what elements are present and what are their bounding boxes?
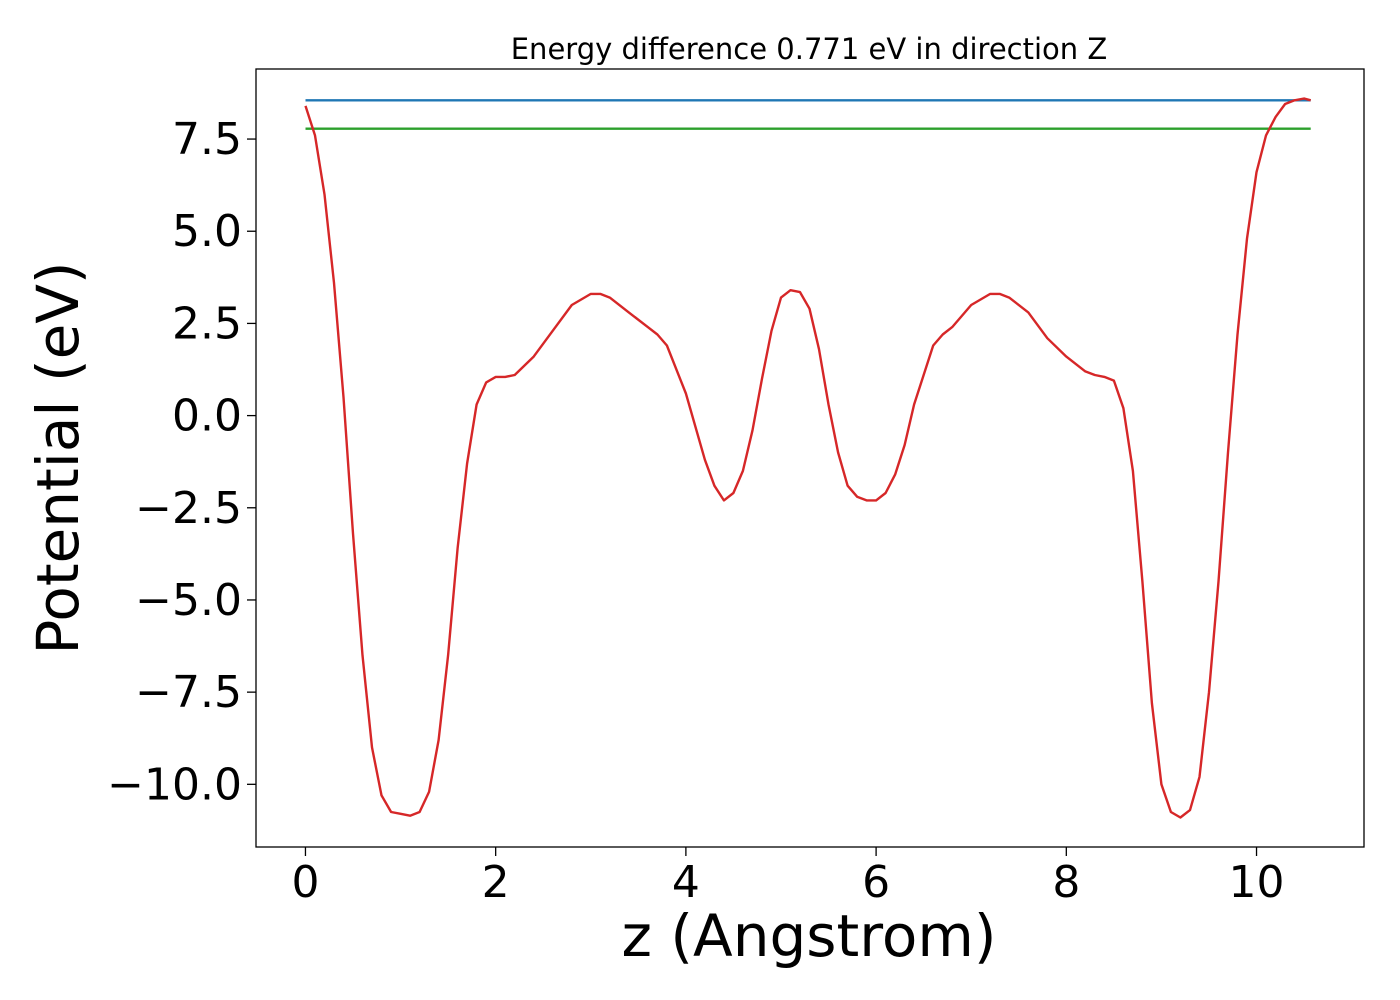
y-tick-label: −5.0 (135, 575, 242, 626)
y-tick-label: −7.5 (135, 667, 242, 718)
plot-area-frame (255, 68, 1365, 848)
y-tick-label: 7.5 (172, 114, 242, 165)
x-axis: 0 2 4 6 8 10 (291, 847, 1285, 908)
x-tick-label: 0 (291, 857, 319, 908)
x-tick-label: 8 (1052, 857, 1080, 908)
chart-title: Energy difference 0.771 eV in direction … (511, 32, 1108, 66)
y-tick-label: 2.5 (172, 298, 242, 349)
series-layer (304, 97, 1312, 819)
y-tick-label: −10.0 (107, 759, 242, 810)
x-axis-label: z (Angstrom) (622, 902, 997, 970)
x-tick-label: 2 (482, 857, 510, 908)
y-tick-label: −2.5 (135, 483, 242, 534)
y-axis-label: Potential (eV) (24, 261, 92, 654)
x-tick-label: 6 (862, 857, 890, 908)
y-tick-label: 0.0 (172, 391, 242, 442)
x-tick-label: 10 (1229, 857, 1285, 908)
x-tick-label: 4 (672, 857, 700, 908)
y-tick-label: 5.0 (172, 206, 242, 257)
y-axis: 7.5 5.0 2.5 0.0 −2.5 −5.0 −7.5 −10.0 (107, 114, 256, 810)
series-line-1 (304, 97, 1312, 819)
